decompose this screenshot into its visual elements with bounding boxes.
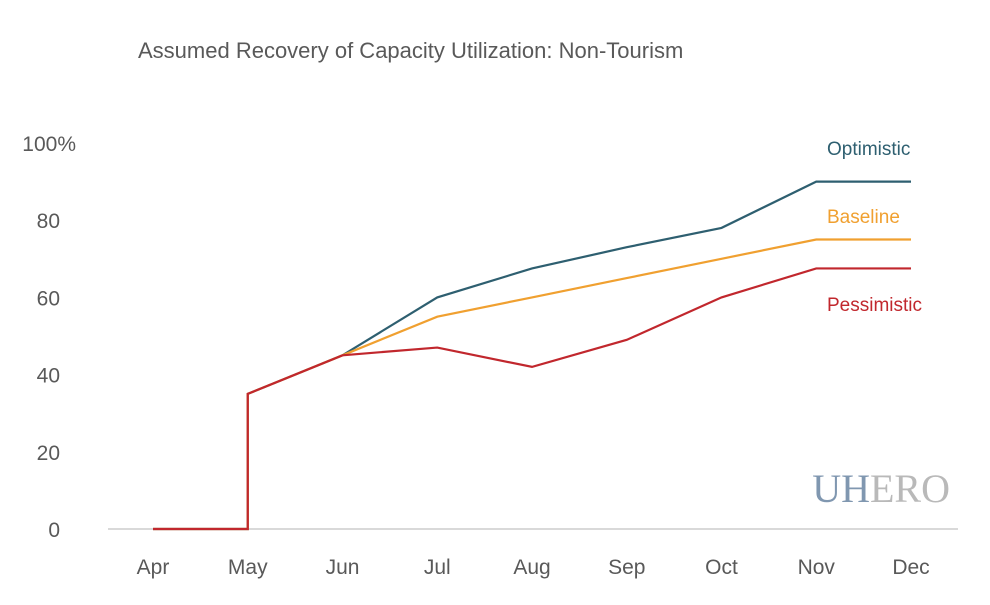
y-axis-ticks: 0 20 40 60 80 100% — [22, 133, 76, 542]
x-tick-label: Dec — [892, 556, 929, 579]
chart-title: Assumed Recovery of Capacity Utilization… — [138, 38, 684, 63]
y-tick-label: 100% — [22, 133, 76, 156]
x-tick-label: Oct — [705, 556, 738, 579]
y-tick-label: 60 — [37, 287, 60, 310]
series-line-optimistic — [153, 180, 911, 531]
series-labels: Optimistic Baseline Pessimistic — [827, 139, 922, 316]
uhero-watermark: UHERO — [812, 466, 950, 511]
y-tick-label: 20 — [37, 442, 60, 465]
x-axis-ticks: Apr May Jun Jul Aug Sep Oct Nov Dec — [137, 556, 930, 579]
series-label-optimistic: Optimistic — [827, 139, 910, 160]
x-tick-label: Jun — [326, 556, 360, 579]
y-tick-label: 80 — [37, 210, 60, 233]
x-tick-label: Sep — [608, 556, 645, 579]
watermark-ero: ERO — [870, 466, 950, 511]
series-line-pessimistic — [153, 267, 911, 531]
y-tick-label: 40 — [37, 365, 60, 388]
x-tick-label: Nov — [798, 556, 836, 579]
x-tick-label: Aug — [513, 556, 550, 579]
x-tick-label: May — [228, 556, 268, 579]
series-label-pessimistic: Pessimistic — [827, 295, 922, 316]
x-tick-label: Jul — [424, 556, 451, 579]
watermark-uh: UH — [812, 466, 870, 511]
y-tick-label: 0 — [48, 519, 60, 542]
series-lines — [153, 180, 911, 531]
series-line-baseline — [153, 238, 911, 531]
x-tick-label: Apr — [137, 556, 170, 579]
series-label-baseline: Baseline — [827, 207, 900, 228]
